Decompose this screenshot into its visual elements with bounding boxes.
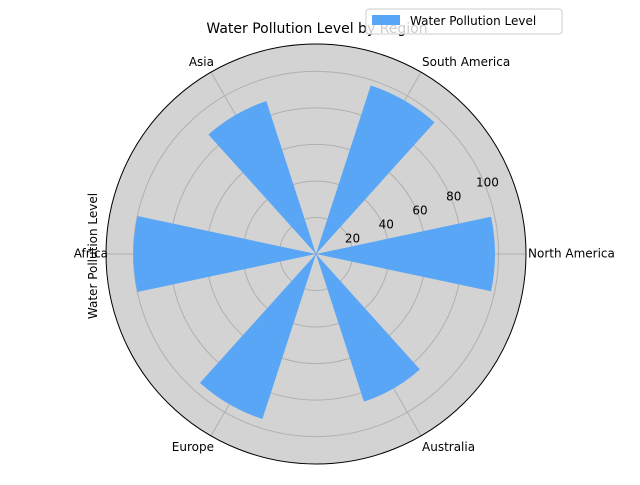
radial-tick-label: 80 <box>446 189 461 203</box>
radial-tick-label: 100 <box>476 175 499 189</box>
plot-border <box>105 43 527 465</box>
category-label: South America <box>422 55 510 69</box>
category-labels: North America South America Asia Africa Euro… <box>74 55 615 454</box>
category-label: Europe <box>172 440 214 454</box>
legend-swatch <box>372 15 400 25</box>
category-label: Asia <box>189 55 214 69</box>
bar-africa <box>133 216 316 292</box>
legend-label: Water Pollution Level <box>410 14 536 28</box>
radial-tick-labels: 20 40 60 80 100 <box>345 175 499 245</box>
legend: Water Pollution Level <box>365 8 563 35</box>
bar-south-america <box>316 85 435 255</box>
category-label: North America <box>528 247 615 261</box>
category-label: Australia <box>422 440 475 454</box>
y-axis-label: Water Pollution Level <box>86 193 100 319</box>
bar-asia <box>208 101 316 255</box>
radial-tick-label: 20 <box>345 231 360 245</box>
bar-north-america <box>316 216 495 292</box>
bars <box>133 85 495 419</box>
category-label: Africa <box>74 247 108 261</box>
legend-box <box>365 8 563 35</box>
bar-europe <box>199 254 316 419</box>
radial-tick-label: 40 <box>379 217 394 231</box>
bar-australia <box>316 254 420 402</box>
radial-tick-label: 60 <box>412 203 427 217</box>
